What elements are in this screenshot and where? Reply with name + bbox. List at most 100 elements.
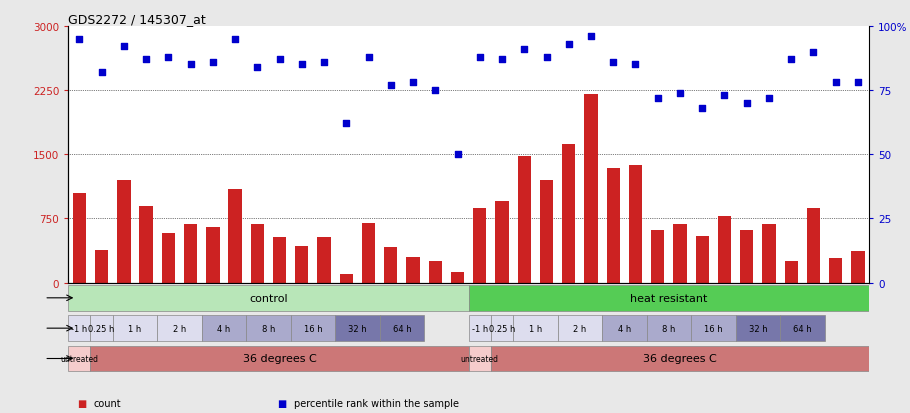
Point (583, 34, 598, 40)
Text: 4 h: 4 h (618, 324, 631, 333)
Point (561, 41, 576, 48)
Text: -1 h: -1 h (471, 324, 488, 333)
Bar (740, 230, 753, 283)
Point (450, 152, 465, 158)
Bar (68, 346, 90, 371)
Point (295, 62, 309, 69)
Bar (250, 225, 264, 283)
Bar (318, 238, 330, 283)
Bar (162, 233, 175, 283)
Point (272, 57, 287, 64)
Bar (273, 238, 287, 283)
Text: 4 h: 4 h (217, 324, 230, 333)
Bar (473, 209, 487, 283)
Text: ■: ■ (278, 398, 287, 408)
Point (806, 49, 821, 56)
Point (606, 59, 621, 66)
Text: 0.25 h: 0.25 h (489, 324, 515, 333)
Point (406, 80, 420, 86)
Bar (807, 209, 820, 283)
Bar (429, 261, 442, 283)
Text: 32 h: 32 h (349, 324, 367, 333)
Bar (602, 316, 647, 341)
Bar (513, 316, 558, 341)
Bar (718, 216, 731, 283)
Point (206, 59, 220, 66)
Bar (207, 228, 219, 283)
Point (161, 54, 176, 61)
Bar (407, 257, 420, 283)
Bar (379, 316, 424, 341)
Point (383, 83, 398, 89)
Text: 1 h: 1 h (128, 324, 142, 333)
Point (517, 47, 531, 53)
Bar (558, 316, 602, 341)
Point (139, 57, 154, 64)
Bar (202, 316, 247, 341)
Bar (647, 316, 691, 341)
Text: 32 h: 32 h (749, 324, 767, 333)
Text: count: count (94, 398, 121, 408)
Text: 16 h: 16 h (704, 324, 723, 333)
Bar (290, 316, 335, 341)
Point (717, 93, 732, 99)
Bar (691, 316, 735, 341)
Text: 1 h: 1 h (529, 324, 542, 333)
Bar (247, 316, 290, 341)
Text: control: control (249, 293, 288, 303)
Bar (540, 180, 553, 283)
Bar (90, 316, 113, 341)
Point (762, 95, 776, 102)
Point (317, 59, 331, 66)
Text: 2 h: 2 h (573, 324, 587, 333)
Point (228, 36, 242, 43)
Text: 64 h: 64 h (392, 324, 411, 333)
Bar (673, 224, 687, 283)
Point (339, 121, 354, 128)
Bar (295, 246, 308, 283)
Bar (139, 206, 153, 283)
Bar (68, 285, 469, 311)
Bar (584, 95, 598, 283)
Bar (851, 252, 864, 283)
Point (361, 54, 376, 61)
Bar (490, 316, 513, 341)
Bar (780, 316, 824, 341)
Bar (607, 169, 620, 283)
Text: 36 degrees C: 36 degrees C (643, 354, 717, 363)
Point (72, 36, 86, 43)
Bar (629, 165, 642, 283)
Bar (518, 157, 531, 283)
Point (95, 70, 109, 76)
Point (540, 54, 554, 61)
Text: 36 degrees C: 36 degrees C (243, 354, 317, 363)
Bar (384, 247, 398, 283)
Point (828, 80, 843, 86)
Point (116, 44, 131, 51)
Bar (495, 202, 509, 283)
Text: untreated: untreated (60, 354, 98, 363)
Point (784, 57, 798, 64)
Bar (735, 316, 780, 341)
Text: ■: ■ (77, 398, 86, 408)
Bar (335, 316, 379, 341)
Text: heat resistant: heat resistant (630, 293, 708, 303)
Text: 64 h: 64 h (793, 324, 812, 333)
Point (495, 57, 510, 64)
Bar (68, 316, 90, 341)
Bar (113, 316, 157, 341)
Text: 8 h: 8 h (662, 324, 675, 333)
Point (672, 90, 687, 97)
Bar (763, 225, 775, 283)
Text: 2 h: 2 h (173, 324, 187, 333)
Bar (117, 180, 130, 283)
Bar (562, 145, 575, 283)
Text: 0.25 h: 0.25 h (88, 324, 115, 333)
Point (428, 88, 442, 94)
Bar (228, 189, 242, 283)
Point (183, 62, 197, 69)
Text: 8 h: 8 h (262, 324, 275, 333)
Bar (469, 316, 490, 341)
Text: 16 h: 16 h (304, 324, 322, 333)
Bar (490, 346, 869, 371)
